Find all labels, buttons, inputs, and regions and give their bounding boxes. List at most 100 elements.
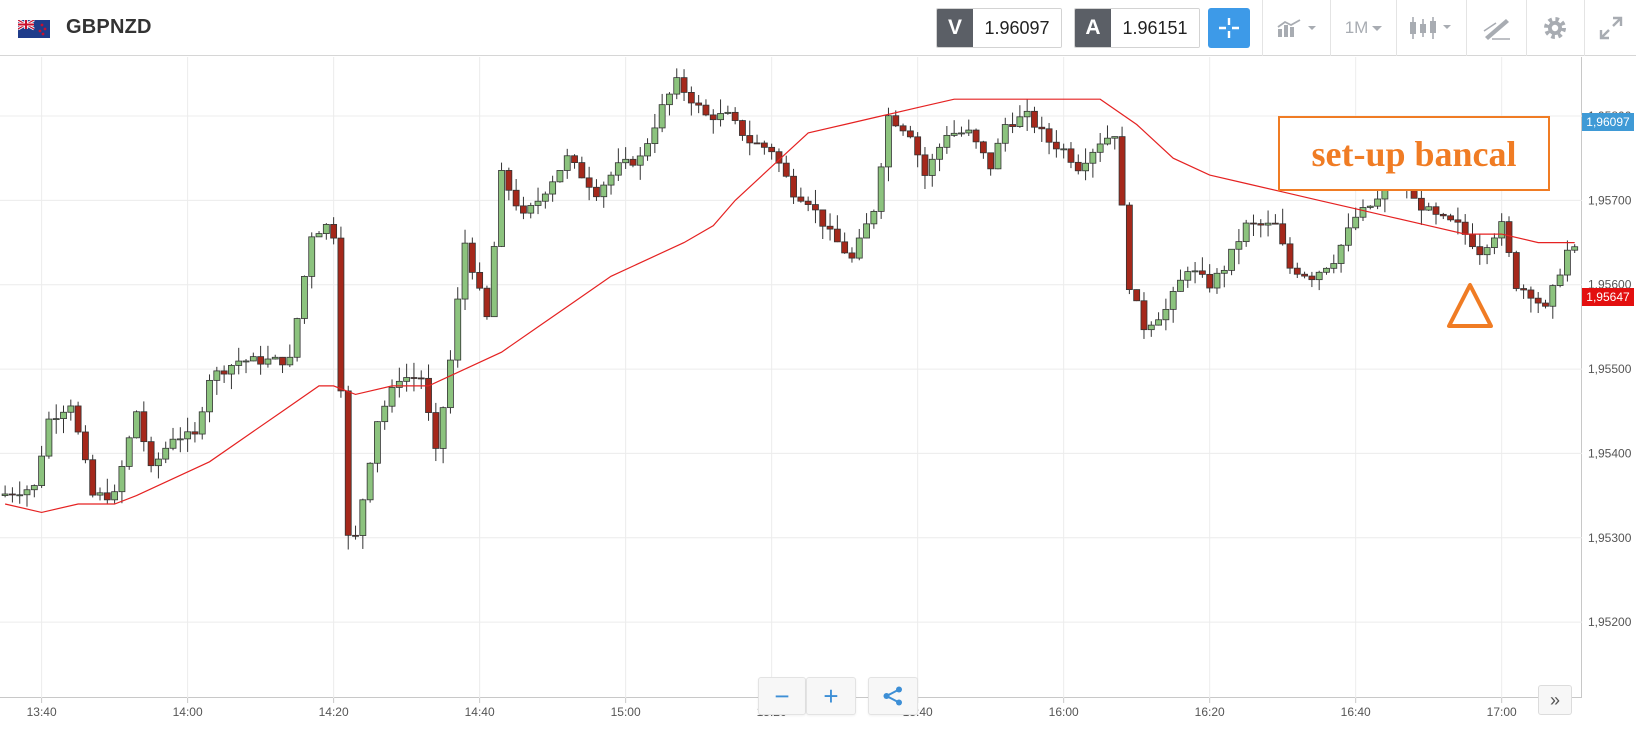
y-tick-label: 1,95200: [1588, 615, 1632, 629]
toolbar-divider: [1466, 0, 1467, 56]
settings-button[interactable]: [1532, 8, 1578, 48]
current-price-label: 1,96097: [1582, 113, 1634, 131]
bull-candle: [235, 360, 243, 366]
bull-candle: [447, 359, 454, 409]
bull-candle: [461, 242, 469, 300]
bull-candle: [162, 447, 170, 460]
x-tick-label: 16:40: [1341, 705, 1371, 719]
bull-candle: [1374, 198, 1381, 207]
y-tick-label: 1,95400: [1588, 446, 1632, 460]
bull-candle: [1, 493, 9, 496]
bear-candle: [1439, 213, 1447, 217]
buy-price-button[interactable]: A 1.96151: [1074, 8, 1200, 48]
bear-candle: [9, 493, 16, 496]
bull-candle: [943, 134, 951, 148]
bear-candle: [833, 228, 841, 243]
bull-candle: [1490, 237, 1498, 248]
x-tick-label: 16:00: [1049, 705, 1079, 719]
toolbar-divider: [1584, 0, 1585, 56]
bull-candle: [374, 421, 381, 464]
timeframe-dropdown[interactable]: 1M: [1334, 8, 1394, 48]
sell-price-button[interactable]: V 1.96097: [936, 8, 1062, 48]
bull-candle: [1344, 227, 1352, 246]
price-chart[interactable]: 1,95200 1,95300 1,95400 1,95500 1,95600 1,957…: [0, 57, 1636, 731]
compare-chart-button[interactable]: [1270, 8, 1326, 48]
bear-candle: [512, 189, 520, 207]
bull-candle: [322, 224, 330, 234]
bear-candle: [520, 205, 527, 214]
bear-candle: [1250, 222, 1257, 225]
bear-candle: [1125, 204, 1133, 291]
bear-candle: [74, 405, 82, 433]
drawing-tools-button[interactable]: [1474, 8, 1520, 48]
bear-candle: [1257, 223, 1265, 226]
bull-candle: [651, 127, 659, 145]
chart-type-button[interactable]: [1402, 8, 1460, 48]
bull-candle: [541, 193, 549, 202]
sell-price: 1.96097: [973, 9, 1061, 47]
bear-candle: [1512, 252, 1520, 289]
gear-icon: [1544, 17, 1566, 39]
bull-candle: [1184, 271, 1192, 281]
bear-candle: [1279, 223, 1287, 245]
share-button[interactable]: [868, 677, 918, 715]
moving-average-price-label: 1,95647: [1582, 288, 1634, 306]
bull-candle: [885, 115, 892, 168]
bear-candle: [1286, 243, 1294, 269]
bull-candle: [1162, 308, 1170, 321]
bull-candle: [184, 431, 192, 440]
bull-candle: [96, 492, 104, 496]
bear-candle: [89, 459, 97, 496]
bear-candle: [746, 135, 754, 144]
bear-candle: [432, 412, 440, 449]
bull-candle: [23, 489, 31, 496]
bear-candle: [1454, 219, 1462, 223]
bear-candle: [1198, 270, 1206, 275]
bear-candle: [629, 158, 637, 166]
bear-candle: [1045, 128, 1053, 143]
bull-candle: [155, 458, 162, 467]
bull-candle: [308, 236, 316, 277]
bull-candle: [16, 494, 24, 497]
scroll-to-end-button[interactable]: »: [1538, 685, 1572, 715]
bear-candle: [1476, 246, 1484, 256]
zoom-out-button[interactable]: −: [758, 677, 806, 715]
bear-candle: [1301, 273, 1308, 277]
bull-candle: [228, 365, 235, 375]
bull-candle: [870, 210, 878, 225]
fullscreen-icon: [1599, 16, 1623, 40]
bull-candle: [1096, 143, 1104, 153]
zoom-in-button[interactable]: +: [806, 677, 856, 715]
bear-candle: [417, 377, 425, 380]
bear-candle: [483, 287, 491, 318]
bull-candle: [206, 379, 213, 413]
toolbar-divider: [1262, 0, 1263, 56]
bear-candle: [760, 142, 768, 148]
bull-candle: [965, 129, 973, 134]
y-tick-label: 1,95300: [1588, 531, 1632, 545]
bear-candle: [972, 129, 980, 143]
bull-candle: [877, 166, 885, 212]
crosshair-button[interactable]: [1208, 8, 1250, 48]
bull-candle: [1366, 205, 1374, 208]
bull-candle: [1155, 319, 1162, 326]
bull-candle: [549, 181, 557, 195]
bull-candle: [1549, 285, 1557, 307]
bull-candle: [527, 205, 535, 214]
bull-candle: [439, 407, 447, 449]
bear-candle: [899, 125, 907, 132]
chart-toolbar: GBPNZD V 1.96097 A 1.96151 1M: [0, 0, 1636, 56]
bull-candle: [1060, 148, 1068, 151]
bear-candle: [593, 186, 600, 198]
bull-candle: [38, 455, 46, 486]
instrument-symbol: GBPNZD: [66, 16, 152, 38]
fullscreen-button[interactable]: [1588, 8, 1634, 48]
bull-candle: [1235, 241, 1243, 250]
bear-candle: [220, 370, 228, 375]
bear-candle: [768, 146, 776, 153]
bull-candle: [994, 142, 1002, 170]
bull-candle: [724, 111, 732, 114]
bear-candle: [1461, 221, 1469, 235]
sell-label: V: [937, 9, 973, 47]
bear-candle: [571, 155, 578, 163]
